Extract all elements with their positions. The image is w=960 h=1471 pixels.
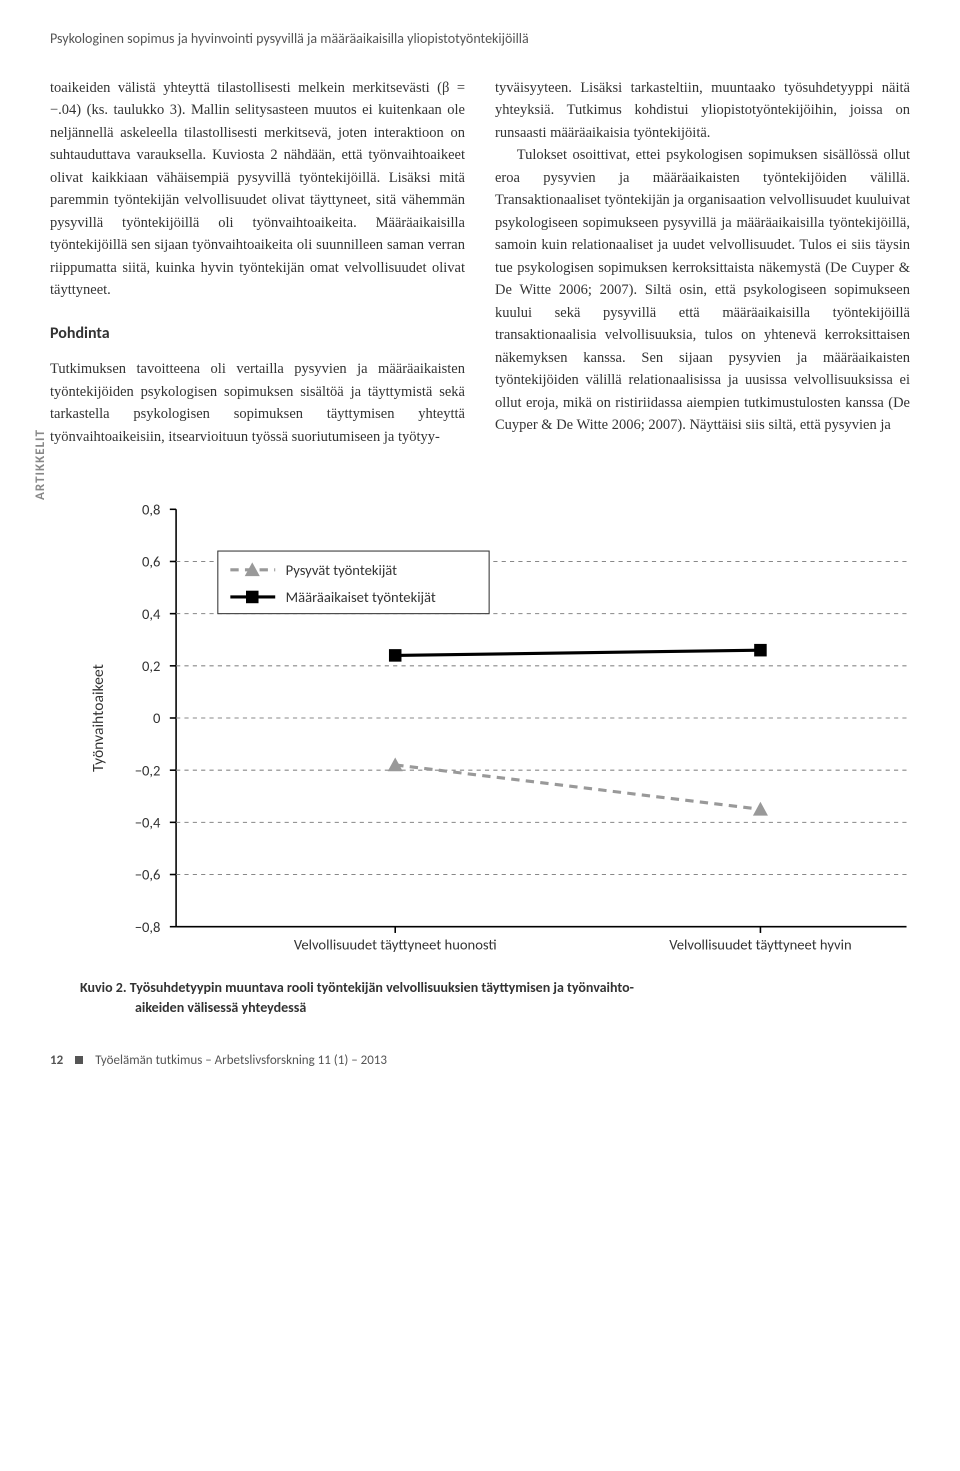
left-column: toaikeiden välistä yhteyttä tilastollise…: [50, 77, 465, 448]
text-columns: toaikeiden välistä yhteyttä tilastollise…: [50, 77, 910, 448]
svg-text:Velvollisuudet täyttyneet hyvi: Velvollisuudet täyttyneet hyvin: [669, 936, 851, 954]
sidebar-section-label: ARTIKKELIT: [33, 429, 48, 500]
body-paragraph: Tulokset osoittivat, ettei psykologisen …: [495, 144, 910, 436]
section-heading: Pohdinta: [50, 322, 465, 347]
right-column: tyväisyyteen. Lisäksi tarkasteltiin, muu…: [495, 77, 910, 448]
caption-indent: aikeiden välisessä yhteydessä: [135, 998, 940, 1018]
chart-container: 0,8 0,6 0,4 0,2 0 −0,2 −0,4 −0,6 −0,8 Työnvaihtoa…: [80, 478, 940, 1017]
running-header: Psykologinen sopimus ja hyvinvointi pysy…: [50, 30, 910, 47]
footer-square-icon: [75, 1056, 83, 1064]
page-footer: 12 Työelämän tutkimus – Arbetslivsforskn…: [50, 1053, 910, 1068]
svg-text:Pysyvät työntekijät: Pysyvät työntekijät: [286, 561, 398, 579]
svg-text:−0,8: −0,8: [135, 918, 161, 936]
body-paragraph: Tutkimuksen tavoitteena oli vertailla py…: [50, 358, 465, 448]
svg-text:Työnvaihtoaikeet: Työnvaihtoaikeet: [89, 664, 108, 772]
footer-journal: Työelämän tutkimus – Arbetslivsforskning…: [95, 1053, 387, 1068]
svg-text:0,6: 0,6: [142, 553, 160, 571]
svg-text:−0,4: −0,4: [135, 814, 161, 832]
page-number: 12: [50, 1053, 63, 1068]
svg-text:0: 0: [153, 710, 161, 728]
svg-text:Määräaikaiset työntekijät: Määräaikaiset työntekijät: [286, 589, 436, 607]
svg-text:0,4: 0,4: [142, 605, 161, 623]
body-paragraph: tyväisyyteen. Lisäksi tarkasteltiin, muu…: [495, 77, 910, 144]
line-chart: 0,8 0,6 0,4 0,2 0 −0,2 −0,4 −0,6 −0,8 Työnvaihtoa…: [80, 478, 940, 958]
svg-text:Velvollisuudet täyttyneet huon: Velvollisuudet täyttyneet huonosti: [294, 936, 497, 954]
caption-label: Kuvio 2.: [80, 979, 127, 996]
body-paragraph: toaikeiden välistä yhteyttä tilastollise…: [50, 77, 465, 302]
svg-text:0,2: 0,2: [142, 657, 160, 675]
svg-text:0,8: 0,8: [142, 501, 160, 519]
content-wrapper: ARTIKKELIT toaikeiden välistä yhteyttä t…: [50, 77, 910, 448]
svg-text:−0,2: −0,2: [135, 762, 161, 780]
svg-text:−0,6: −0,6: [135, 866, 161, 884]
chart-caption: Kuvio 2. Työsuhdetyypin muuntava rooli t…: [80, 978, 940, 1017]
caption-text: Työsuhdetyypin muuntava rooli työntekijä…: [130, 979, 634, 996]
